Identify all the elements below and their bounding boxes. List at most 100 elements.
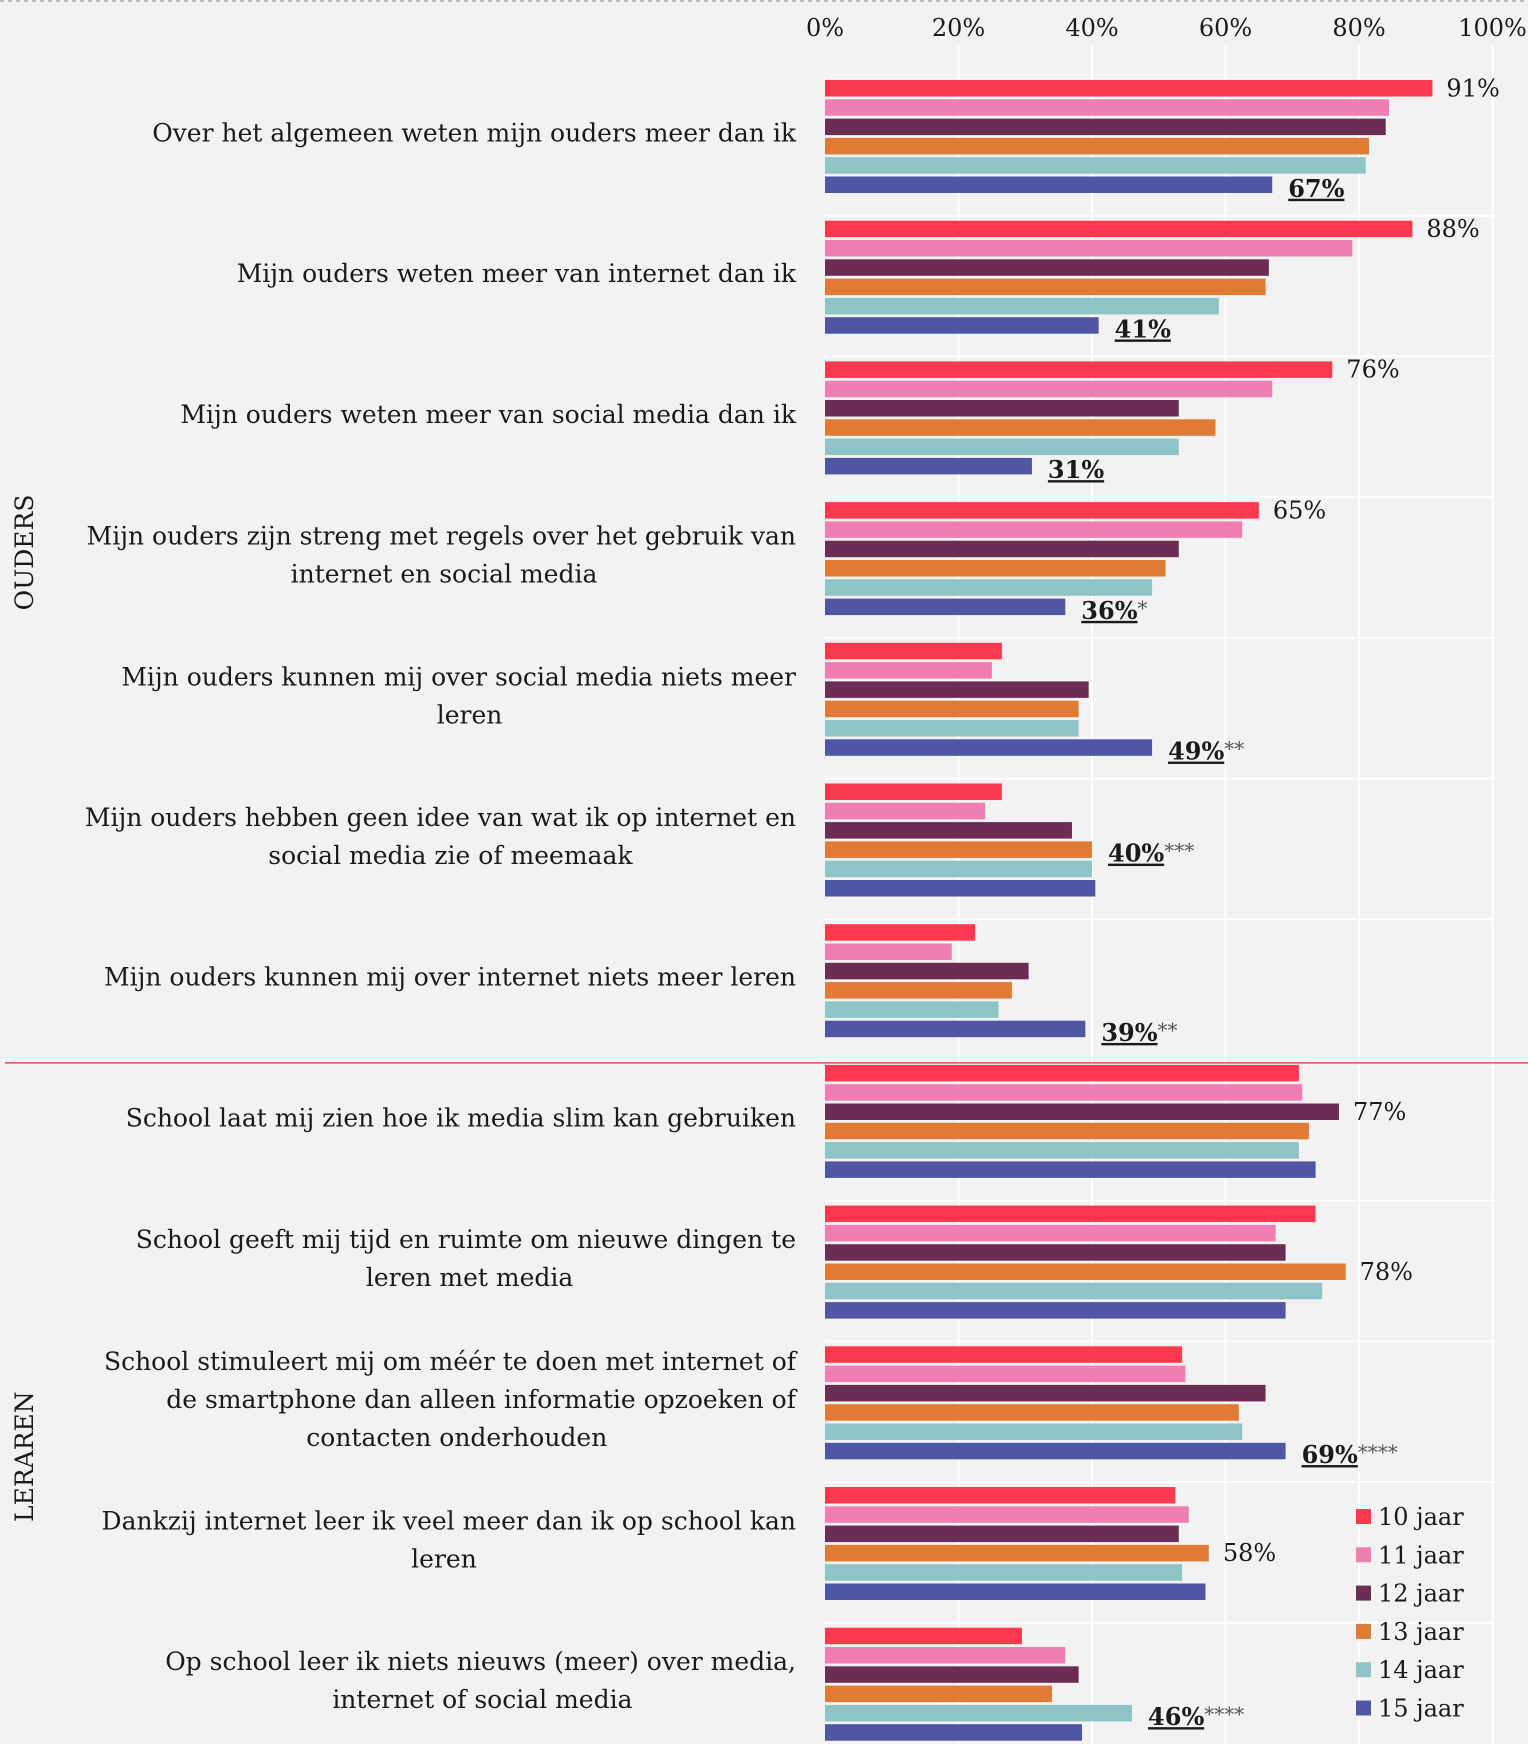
legend-swatch: [1356, 1662, 1371, 1678]
bar: [825, 118, 1386, 136]
category-label: Mijn ouders weten meer van internet dan …: [237, 259, 797, 288]
bar: [825, 1001, 999, 1018]
bar: [825, 521, 1243, 538]
data-label: 31%: [1048, 455, 1104, 484]
category-label: Mijn ouders hebben geen idee van wat ik …: [85, 803, 796, 832]
data-label: 76%: [1346, 356, 1399, 384]
x-tick-label: 80%: [1332, 14, 1385, 42]
category-label: School stimuleert mij om méér te doen me…: [104, 1347, 798, 1376]
category-label: leren: [411, 1545, 477, 1574]
bar: [825, 1161, 1316, 1178]
x-tick-label: 100%: [1458, 14, 1527, 42]
bar: [825, 720, 1079, 737]
bar: [825, 1346, 1183, 1363]
bar: [825, 1583, 1206, 1600]
legend-swatch: [1356, 1585, 1371, 1601]
bar: [825, 681, 1089, 698]
bar: [825, 220, 1413, 238]
bar: [825, 700, 1079, 718]
bar: [825, 560, 1166, 577]
bar: [825, 99, 1390, 116]
data-label: 58%: [1223, 1539, 1276, 1567]
legend-label: 15 jaar: [1378, 1695, 1464, 1723]
bar: [825, 1525, 1179, 1543]
bar: [825, 157, 1366, 174]
data-label: 91%: [1446, 74, 1499, 102]
data-label: 67%: [1288, 174, 1344, 203]
category-label: leren: [437, 700, 503, 729]
legend-swatch: [1356, 1509, 1371, 1524]
bar: [825, 259, 1269, 276]
category-label: de smartphone dan alleen informatie opzo…: [166, 1385, 798, 1414]
bar: [825, 438, 1179, 456]
bar: [825, 783, 1002, 800]
bar: [825, 1064, 1299, 1082]
legend-label: 12 jaar: [1378, 1580, 1464, 1608]
category-label: contacten onderhouden: [306, 1423, 607, 1452]
category-label: internet of social media: [332, 1685, 632, 1714]
bar: [825, 598, 1066, 616]
bar: [825, 1302, 1286, 1319]
bar: [825, 1724, 1082, 1741]
category-label: Dankzij internet leer ik veel meer dan i…: [102, 1507, 796, 1536]
bar: [825, 1564, 1183, 1581]
bar: [825, 1103, 1339, 1120]
category-label: Mijn ouders zijn streng met regels over …: [87, 522, 796, 551]
data-label: 69%****: [1302, 1440, 1398, 1469]
bar: [825, 400, 1179, 417]
bar: [825, 1685, 1052, 1703]
bar: [825, 802, 986, 820]
category-label: Over het algemeen weten mijn ouders meer…: [152, 119, 797, 148]
category-label: Mijn ouders weten meer van social media …: [180, 400, 796, 429]
legend-swatch: [1356, 1623, 1371, 1639]
bar: [825, 419, 1216, 436]
bar: [825, 642, 1002, 660]
bar: [825, 1442, 1286, 1460]
bar: [825, 380, 1273, 398]
data-label: 65%: [1273, 496, 1326, 524]
category-label: Op school leer ik niets nieuws (meer) ov…: [165, 1647, 796, 1676]
x-tick-label: 20%: [932, 14, 985, 42]
bar: [825, 822, 1072, 839]
x-tick-label: 0%: [806, 14, 844, 42]
category-label: leren met media: [366, 1263, 574, 1292]
x-tick-label: 40%: [1065, 14, 1118, 42]
bar: [825, 1205, 1316, 1223]
legend-label: 11 jaar: [1378, 1541, 1464, 1569]
bar: [825, 962, 1029, 980]
bar: [825, 943, 952, 960]
bar: [825, 579, 1153, 596]
bar: [825, 1122, 1309, 1140]
bar: [825, 457, 1032, 475]
section-label: OUDERS: [10, 495, 39, 611]
legend-swatch: [1356, 1700, 1371, 1716]
category-label: internet en social media: [291, 560, 598, 589]
legend-label: 10 jaar: [1378, 1503, 1464, 1531]
bar: [825, 1224, 1276, 1242]
data-label: 46%****: [1148, 1702, 1244, 1731]
bar: [825, 1365, 1186, 1383]
bar: [825, 1084, 1303, 1101]
bar: [825, 176, 1273, 193]
category-label: Mijn ouders kunnen mij over social media…: [121, 662, 796, 691]
bar: [825, 240, 1353, 257]
bar: [825, 1506, 1189, 1523]
bar: [825, 317, 1099, 334]
bar: [825, 880, 1096, 897]
bar: [825, 502, 1259, 519]
legend-label: 14 jaar: [1378, 1656, 1464, 1684]
bar: [825, 137, 1370, 155]
category-label: School geeft mij tijd en ruimte om nieuw…: [136, 1225, 796, 1254]
bar: [825, 1020, 1086, 1038]
data-label: 36%*: [1081, 596, 1147, 625]
bar: [825, 982, 1012, 999]
category-label: social media zie of meemaak: [268, 841, 633, 870]
bar: [825, 1282, 1323, 1300]
bar: [825, 540, 1179, 558]
legend-label: 13 jaar: [1378, 1618, 1464, 1646]
data-label: 41%: [1115, 314, 1171, 343]
data-label: 78%: [1360, 1258, 1413, 1286]
legend-swatch: [1356, 1547, 1371, 1563]
data-label: 40%***: [1108, 839, 1194, 868]
